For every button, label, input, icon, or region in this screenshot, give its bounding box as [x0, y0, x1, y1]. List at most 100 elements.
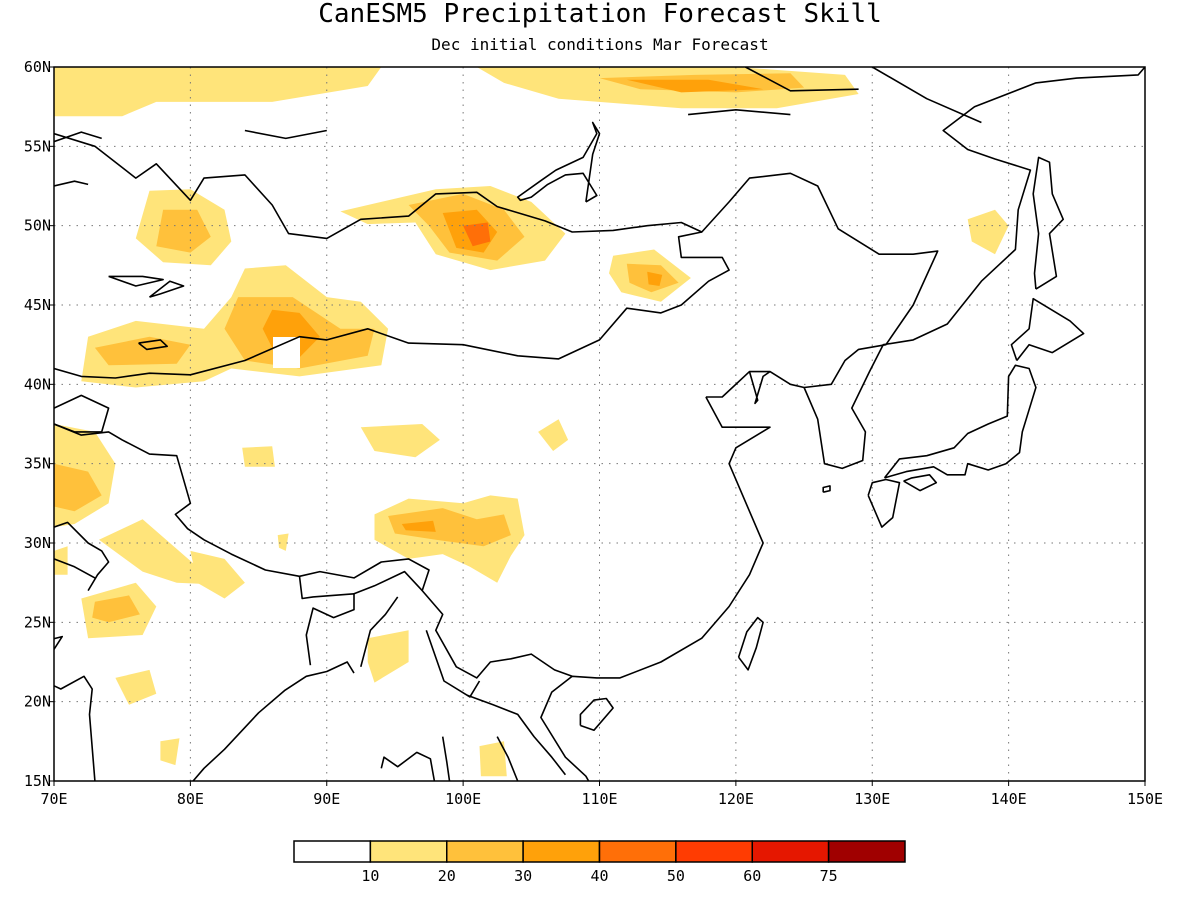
skill-region-30	[367, 630, 409, 683]
coastline-6	[54, 675, 96, 781]
coastline-33	[466, 694, 567, 776]
colorbar-swatch-5	[675, 840, 753, 863]
lon-tick-label: 70E	[40, 790, 67, 808]
coastline-34	[441, 736, 451, 781]
colorbar-level-label: 30	[514, 867, 532, 885]
skill-region-32	[277, 533, 289, 551]
coastline-2	[705, 370, 805, 398]
coastline-12	[579, 697, 614, 732]
coastline-0	[54, 67, 1145, 470]
skill-region-28	[242, 446, 275, 467]
lat-tick-label: 55N	[24, 137, 51, 155]
map-plot-area	[53, 66, 1146, 782]
lat-tick-label: 45N	[24, 296, 51, 314]
colorbar: 10 20 30 40 50 60 75	[293, 840, 906, 885]
colorbar-level-label: 50	[667, 867, 685, 885]
coastline-8	[380, 751, 436, 781]
coastline-19	[516, 121, 601, 203]
coastline-21	[108, 275, 164, 287]
skill-region-16	[94, 336, 191, 366]
skill-region-9	[463, 222, 491, 247]
coastline-20	[149, 280, 185, 298]
coastline-13	[867, 478, 901, 528]
skill-region-0	[54, 67, 382, 117]
lon-tick-label: 80E	[177, 790, 204, 808]
skill-region-19	[54, 463, 102, 512]
coastline-5	[192, 661, 355, 781]
lon-tick-label: 130E	[854, 790, 890, 808]
coastline-29	[298, 576, 355, 666]
skill-region-21	[190, 550, 245, 599]
lat-tick-label: 15N	[24, 772, 51, 790]
skill-region-34	[160, 738, 180, 766]
map-background	[54, 67, 1145, 781]
skill-region-3	[626, 79, 764, 93]
skill-region-29	[538, 419, 569, 451]
lon-tick-label: 90E	[313, 790, 340, 808]
latitude-tick-labels: 60N 55N 50N 45N 40N 35N 30N 25N 20N 15N	[24, 58, 54, 790]
skill-shading-layer	[54, 67, 1009, 777]
colorbar-level-label: 10	[361, 867, 379, 885]
skill-region-26	[401, 520, 436, 532]
coastline-28	[54, 521, 110, 592]
colorbar-swatch-0	[293, 840, 372, 863]
coastline-16	[1032, 156, 1064, 290]
coastline-1	[748, 370, 771, 405]
coastline-38	[871, 67, 982, 124]
lon-tick-label: 120E	[718, 790, 754, 808]
lat-tick-label: 60N	[24, 58, 51, 76]
skill-region-27	[360, 424, 440, 458]
coastline-18	[822, 485, 831, 493]
lat-tick-label: 25N	[24, 613, 51, 631]
skill-region-33	[479, 741, 507, 777]
coastline-31	[360, 596, 399, 668]
skill-region-5	[156, 209, 211, 253]
colorbar-swatch-4	[598, 840, 677, 863]
coastline-14	[883, 364, 1037, 479]
skill-region-20	[99, 519, 211, 585]
coastline-32	[425, 630, 481, 698]
colorbar-swatch-7	[827, 840, 906, 863]
lat-tick-label: 35N	[24, 455, 51, 473]
colorbar-level-label: 75	[820, 867, 838, 885]
colorbar-swatch-2	[446, 840, 524, 863]
coastline-11	[737, 616, 764, 671]
skill-region-35	[54, 546, 68, 575]
lon-tick-label: 150E	[1127, 790, 1163, 808]
coastline-30	[353, 570, 423, 595]
coastline-23	[54, 180, 89, 187]
colorbar-swatch-3	[522, 840, 601, 863]
coastlines-and-borders	[54, 67, 1145, 781]
coastline-36	[54, 558, 96, 579]
colorbar-level-label: 60	[743, 867, 761, 885]
figure-subtitle: Dec initial conditions Mar Forecast	[431, 35, 768, 54]
lon-tick-label: 140E	[991, 790, 1027, 808]
lat-tick-label: 40N	[24, 375, 51, 393]
coastline-15	[1010, 297, 1085, 361]
lat-tick-label: 30N	[24, 534, 51, 552]
skill-region-23	[92, 595, 140, 623]
coastline-37	[745, 67, 859, 92]
lat-tick-label: 20N	[24, 693, 51, 711]
colorbar-level-label: 40	[590, 867, 608, 885]
coastline-24	[54, 131, 102, 143]
colorbar-swatch-1	[369, 840, 448, 863]
lon-tick-label: 100E	[445, 790, 481, 808]
coastline-3	[540, 396, 771, 781]
skill-region-13	[967, 209, 1009, 255]
lon-tick-label: 110E	[581, 790, 617, 808]
coastline-40	[244, 129, 327, 140]
colorbar-swatch-6	[751, 840, 830, 863]
coastline-17	[903, 473, 938, 492]
colorbar-level-label: 20	[438, 867, 456, 885]
coastline-35	[496, 736, 519, 781]
coastline-25	[54, 231, 730, 379]
coastline-7	[54, 635, 64, 650]
coastline-39	[688, 109, 791, 116]
coastline-22	[138, 339, 168, 351]
skill-region-31	[115, 669, 157, 705]
coastline-27	[54, 423, 573, 679]
skill-region-12	[647, 271, 663, 286]
figure-title: CanESM5 Precipitation Forecast Skill	[318, 0, 882, 29]
longitude-tick-labels: 70E 80E 90E 100E 110E 120E 130E 140E 150E	[40, 781, 1163, 808]
